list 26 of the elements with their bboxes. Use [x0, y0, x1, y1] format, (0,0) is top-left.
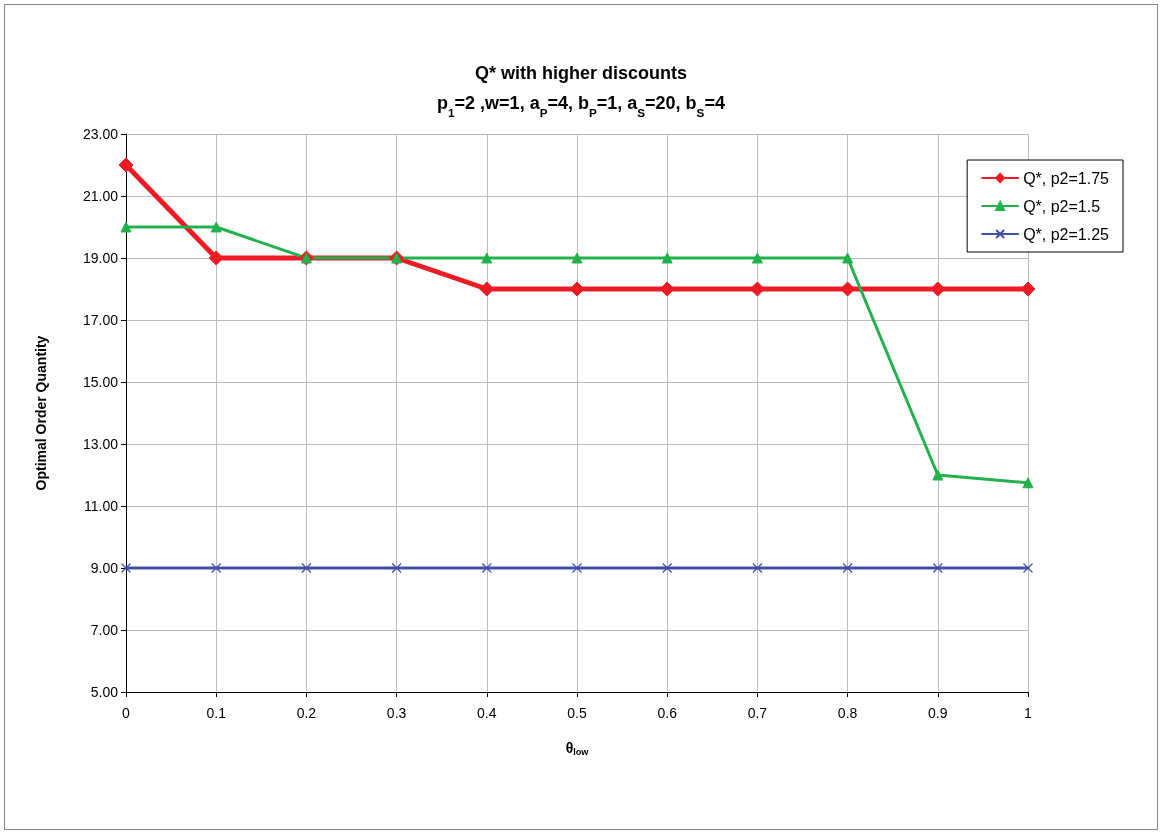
x-tick-label: 0.4: [477, 705, 497, 721]
x-tick-label: 0.7: [747, 705, 768, 721]
y-tick-label: 19.00: [82, 250, 119, 266]
x-tick-label: 0.1: [206, 705, 227, 721]
x-tick-label: 0.8: [837, 705, 858, 721]
y-tick-label: 17.00: [82, 312, 119, 328]
y-tick-label: 7.00: [90, 622, 119, 638]
y-tick-label: 5.00: [90, 684, 119, 700]
legend-label: Q*, p2=1.25: [1023, 225, 1110, 243]
y-tick-label: 21.00: [82, 188, 119, 204]
x-tick-label: 0.9: [928, 705, 948, 721]
y-tick-label: 9.00: [90, 560, 119, 576]
legend-label: Q*, p2=1.75: [1023, 169, 1110, 187]
y-tick-label: 23.00: [82, 126, 119, 142]
x-tick-label: 0.5: [567, 705, 587, 721]
x-tick-label: 1: [1024, 705, 1033, 721]
y-axis-title: Optimal Order Quantity: [33, 335, 49, 491]
chart-title: Q* with higher discounts: [474, 63, 688, 83]
y-tick-label: 15.00: [82, 374, 119, 390]
y-tick-label: 11.00: [84, 498, 119, 514]
x-tick-label: 0.3: [386, 705, 407, 721]
legend-label: Q*, p2=1.5: [1023, 197, 1101, 215]
x-tick-label: 0.2: [296, 705, 317, 721]
y-tick-label: 13.00: [82, 436, 119, 452]
x-tick-label: 0: [122, 705, 131, 721]
x-tick-label: 0.6: [657, 705, 678, 721]
